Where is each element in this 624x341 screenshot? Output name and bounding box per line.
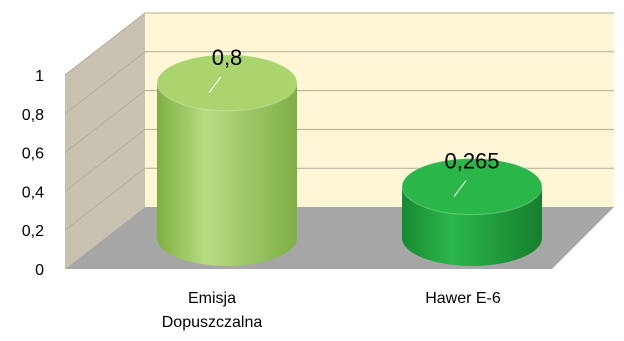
- gridline: [64, 51, 614, 115]
- y-tick-label: 0,4: [22, 184, 44, 201]
- gridline: [64, 90, 614, 153]
- data-label: 0,265: [444, 149, 499, 174]
- side-wall: [65, 13, 145, 269]
- bar-top: [401, 158, 543, 216]
- y-axis-tick-labels: 0 0,2 0,4 0,6 0,8 1: [22, 68, 44, 279]
- bar: 0,265: [401, 149, 543, 266]
- y-tick-label: 0,8: [22, 107, 44, 124]
- bar-top: [156, 54, 298, 112]
- y-tick-label: 0,6: [22, 146, 44, 163]
- bar: 0,8: [156, 45, 298, 266]
- gridline: [64, 128, 614, 192]
- data-label-leader: [453, 180, 467, 197]
- data-label: 0,8: [212, 45, 243, 70]
- data-label-leader: [208, 76, 222, 94]
- y-tick-label: 1: [35, 68, 44, 85]
- category-label: Hawer E-6: [425, 290, 501, 307]
- y-tick-label: 0: [35, 262, 44, 279]
- bar-body: [157, 82, 297, 266]
- category-labels: Emisja Dopuszczalna Hawer E-6: [162, 290, 501, 331]
- category-label: Dopuszczalna: [162, 314, 263, 331]
- gridline: [64, 12, 614, 76]
- bars: 0,8 0,265: [156, 45, 543, 266]
- y-tick-label: 0,2: [22, 223, 44, 240]
- category-label: Emisja: [188, 290, 236, 307]
